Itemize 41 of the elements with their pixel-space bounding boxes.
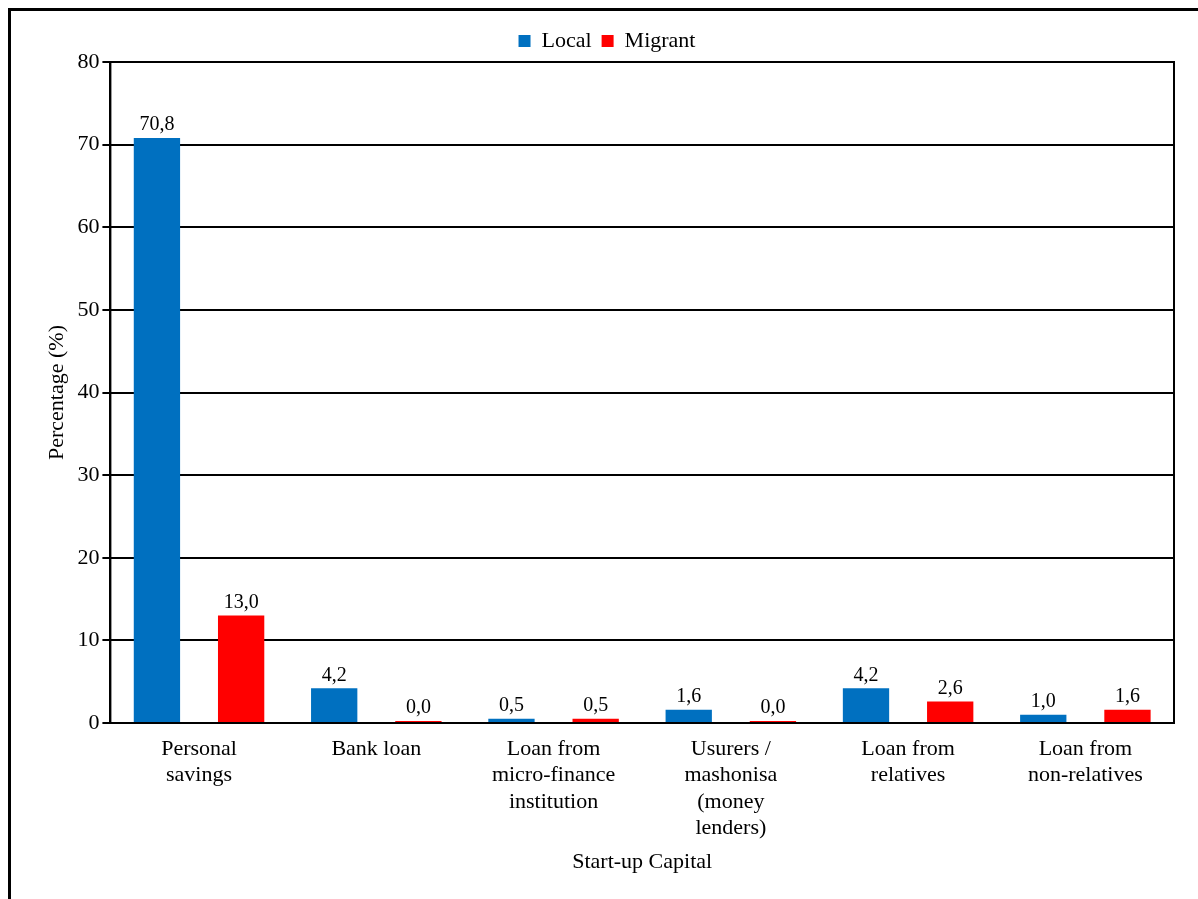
x-tick-label: Usurers / mashonisa (money lenders) xyxy=(684,734,778,840)
y-axis-title: Percentage (%) xyxy=(42,325,68,460)
y-tick-label: 40 xyxy=(77,378,100,404)
data-label: 4,2 xyxy=(853,662,879,685)
x-axis-title: Start-up Capital xyxy=(572,847,713,873)
y-tick-label: 0 xyxy=(88,708,100,734)
bar xyxy=(1104,709,1151,722)
bar xyxy=(217,615,265,722)
x-tick-label: Personal savings xyxy=(161,734,237,787)
bar xyxy=(133,138,181,722)
y-tick-label: 50 xyxy=(77,295,100,321)
x-tick-label: Loan from non-relatives xyxy=(1027,734,1143,787)
bar xyxy=(488,718,535,722)
data-label: 0,0 xyxy=(760,695,786,718)
y-tick-label: 30 xyxy=(77,460,100,486)
data-label: 4,2 xyxy=(321,662,347,685)
y-tick-label: 70 xyxy=(77,130,100,156)
y-tick-label: 20 xyxy=(77,543,100,569)
data-label: 70,8 xyxy=(139,112,175,135)
legend-label: Local xyxy=(541,26,592,52)
data-label: 1,0 xyxy=(1030,688,1056,711)
bar xyxy=(1020,714,1067,722)
data-label: 13,0 xyxy=(223,589,259,612)
legend-label: Migrant xyxy=(624,26,696,52)
x-tick-label: Loan from relatives xyxy=(861,734,955,787)
bar xyxy=(665,709,712,722)
y-tick-label: 80 xyxy=(77,47,100,73)
x-tick-label: Bank loan xyxy=(331,734,422,760)
data-label: 1,6 xyxy=(676,684,702,707)
data-label: 1,6 xyxy=(1114,684,1140,707)
bar xyxy=(572,718,619,722)
y-tick-label: 10 xyxy=(77,626,100,652)
bar xyxy=(311,688,358,722)
bar xyxy=(842,688,890,722)
y-tick-label: 60 xyxy=(77,213,100,239)
x-tick-label: Loan from micro-finance institution xyxy=(491,734,616,813)
data-label: 0,5 xyxy=(583,693,609,716)
data-label: 0,5 xyxy=(498,693,524,716)
data-label: 0,0 xyxy=(405,695,431,718)
bar xyxy=(927,701,974,722)
data-label: 2,6 xyxy=(937,675,963,698)
